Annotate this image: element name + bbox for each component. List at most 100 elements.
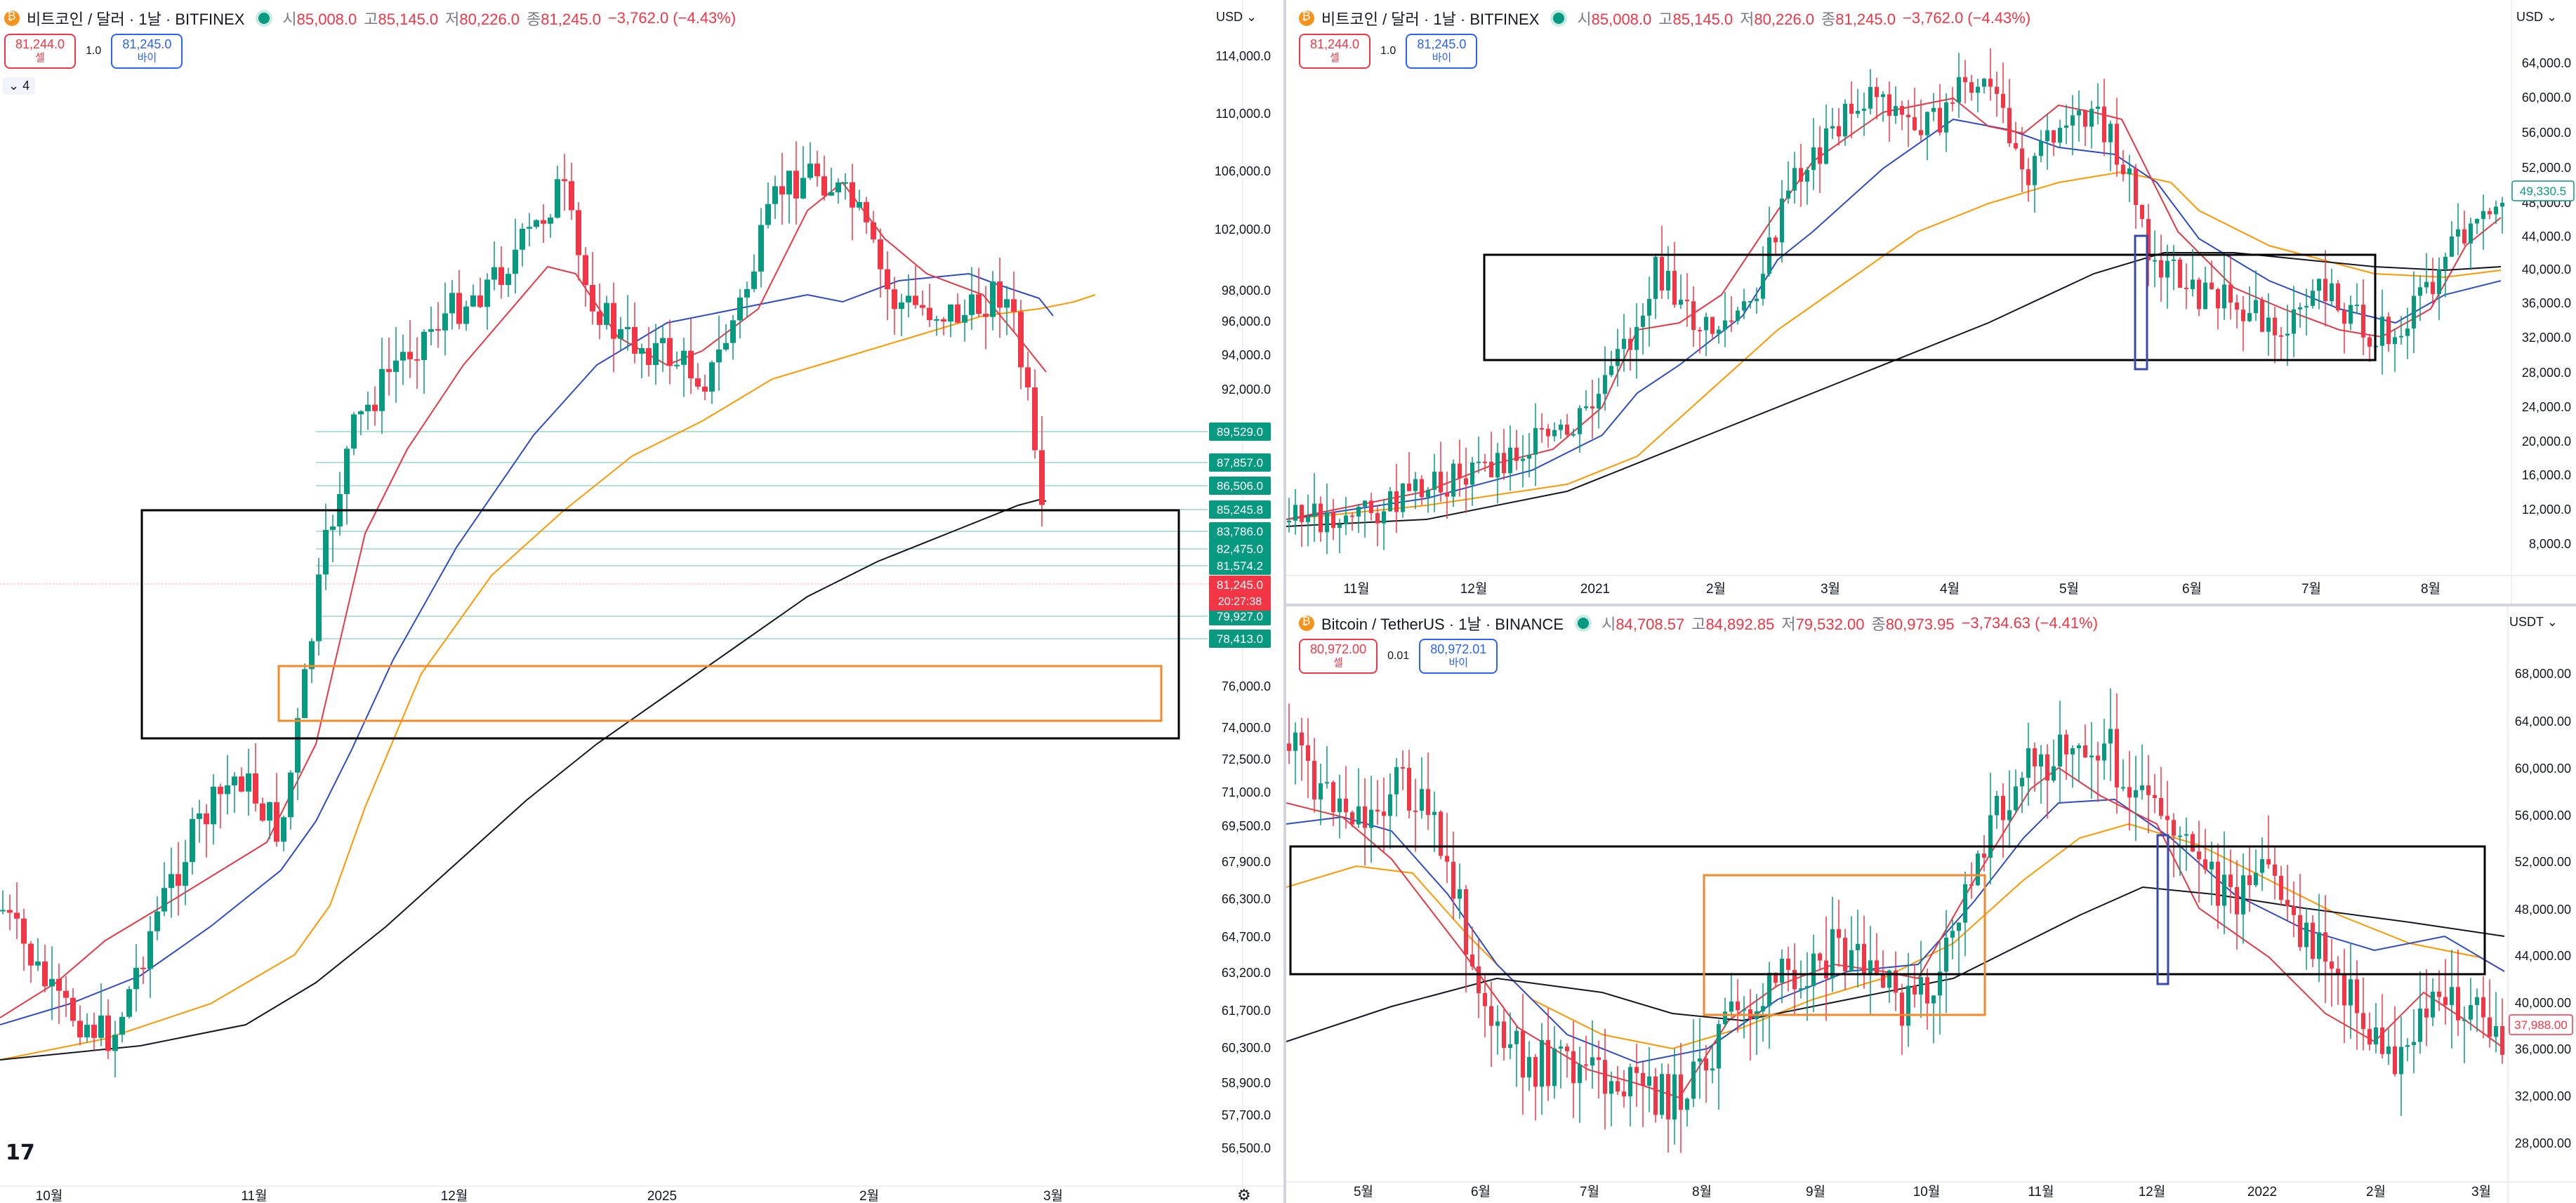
y-tick-label: 106,000.0 <box>1215 164 1271 178</box>
candle <box>1849 103 1854 114</box>
candle <box>1976 86 1980 93</box>
candle <box>2216 861 2220 906</box>
black-range-box[interactable] <box>1483 253 2377 361</box>
candle <box>1862 943 1866 973</box>
candle <box>484 279 490 307</box>
candle <box>1894 106 1898 116</box>
blue-marker-box[interactable] <box>2156 834 2169 985</box>
vertical-divider[interactable] <box>1283 0 1286 1203</box>
candle <box>2064 734 2068 755</box>
candle <box>2462 1019 2466 1021</box>
sell-button[interactable]: 81,244.0 셀 <box>1299 34 1371 69</box>
level-tag-label: 78,413.0 <box>1217 632 1263 646</box>
black-range-box[interactable] <box>1289 845 2486 976</box>
candle <box>2279 335 2283 337</box>
candle <box>1597 1057 1601 1061</box>
currency-select[interactable]: USD ⌄ <box>1216 10 1257 24</box>
candle <box>288 772 293 818</box>
candle <box>1622 1091 1626 1097</box>
settings-icon[interactable]: ⚙ <box>1237 1186 1251 1203</box>
tradingview-logo-icon[interactable]: 17 <box>6 1141 35 1165</box>
candle <box>1691 301 1696 331</box>
bottom-right-chart-canvas[interactable]: 68,000.00 64,000.00 60,000.00 56,000.00 52,0… <box>1286 606 2576 1203</box>
candle <box>2330 961 2334 969</box>
indicators-toggle[interactable]: ⌄ 4 <box>3 77 36 95</box>
candle <box>2469 1004 2473 1020</box>
y-tick-label: 67,900.0 <box>1222 855 1271 869</box>
candle <box>1925 112 1929 135</box>
currency-select[interactable]: USD ⌄ <box>2516 10 2558 24</box>
candle <box>1780 958 1784 983</box>
y-tick-label: 110,000.0 <box>1215 107 1271 121</box>
candle <box>1565 424 1569 435</box>
candle <box>2014 142 2018 149</box>
buy-button[interactable]: 80,972.01 바이 <box>1419 639 1498 674</box>
symbol-title[interactable]: Bitcoin / TetherUS · 1날 · BINANCE <box>1321 616 1564 633</box>
candle <box>1287 520 1291 523</box>
bottom-right-chart-panel[interactable]: 68,000.00 64,000.00 60,000.00 56,000.00 52,0… <box>1286 606 2576 1203</box>
left-chart-canvas[interactable]: 114,000.0 110,000.0 106,000.0 102,000.0 98,0… <box>0 0 1283 1203</box>
candle <box>702 386 708 392</box>
y-tick-label: 92,000.0 <box>1222 383 1271 397</box>
candle <box>372 404 378 411</box>
top-right-chart-canvas[interactable]: 64,000.060,000.056,000.052,000.048,000.0… <box>1286 0 2576 604</box>
candle <box>1944 102 1948 133</box>
candle <box>2140 205 2144 220</box>
candle <box>2153 795 2157 799</box>
candle <box>2039 754 2043 766</box>
candle <box>2342 974 2346 1006</box>
candle <box>1533 428 1538 455</box>
candle <box>1988 815 1993 858</box>
orange-range-box[interactable] <box>1703 874 1986 1016</box>
candle <box>1660 1074 1664 1115</box>
y-tick-label: 61,700.0 <box>1222 1004 1271 1018</box>
candle <box>1439 472 1443 493</box>
candle <box>1337 524 1342 529</box>
candle <box>1477 461 1481 463</box>
candle <box>1679 1074 1683 1110</box>
left-chart-panel[interactable]: 114,000.0 110,000.0 106,000.0 102,000.0 98,0… <box>0 0 1283 1203</box>
candle <box>878 239 883 270</box>
y-tick-label: 36,000.0 <box>2522 296 2571 310</box>
candle <box>2210 861 2214 870</box>
symbol-title[interactable]: 비트코인 / 달러 · 1날 · BITFINEX <box>1321 11 1540 28</box>
ema-slow-line <box>0 294 1096 1061</box>
buy-button[interactable]: 81,245.0 바이 <box>1406 34 1478 69</box>
candle <box>2374 1027 2378 1045</box>
candle <box>190 818 195 863</box>
candle <box>2026 748 2030 778</box>
sell-button[interactable]: 80,972.00 셀 <box>1299 639 1378 674</box>
candle <box>814 164 820 177</box>
buy-button[interactable]: 81,245.0 바이 <box>111 34 183 69</box>
candle <box>1603 1060 1607 1094</box>
candle <box>569 181 574 211</box>
orange-range-box[interactable] <box>277 665 1163 722</box>
top-right-trade-boxes: 81,244.0 셀 1.0 81,245.0 바이 <box>1299 34 1478 69</box>
candle <box>948 304 953 322</box>
candle <box>2045 754 2049 780</box>
candle <box>2159 798 2163 816</box>
sell-button[interactable]: 81,244.0 셀 <box>4 34 77 69</box>
currency-select[interactable]: USDT ⌄ <box>2509 615 2558 629</box>
candle <box>1325 512 1329 533</box>
y-tick-label: 32,000.00 <box>2515 1089 2571 1103</box>
candle <box>2007 810 2012 820</box>
horizontal-divider[interactable] <box>1286 604 2576 606</box>
candle <box>1786 190 1790 199</box>
candle <box>161 888 167 912</box>
top-right-chart-panel[interactable]: 64,000.0 60,000.0 56,000.0 52,000.0 48,000.0… <box>1286 0 2576 604</box>
candle <box>1584 406 1588 408</box>
candle <box>421 331 427 360</box>
blue-marker-box[interactable] <box>2134 234 2148 371</box>
candle <box>1356 506 1361 517</box>
candle <box>1489 461 1493 478</box>
candle <box>1312 503 1316 517</box>
symbol-title[interactable]: 비트코인 / 달러 · 1날 · BITFINEX <box>27 11 245 28</box>
black-range-box[interactable] <box>140 509 1180 740</box>
candle <box>2349 305 2353 324</box>
candle <box>1312 761 1316 800</box>
candle <box>2203 282 2207 310</box>
candle <box>1011 299 1017 312</box>
change-value: −3,762.0 (−4.43%) <box>607 9 737 27</box>
candle <box>1647 1076 1651 1086</box>
